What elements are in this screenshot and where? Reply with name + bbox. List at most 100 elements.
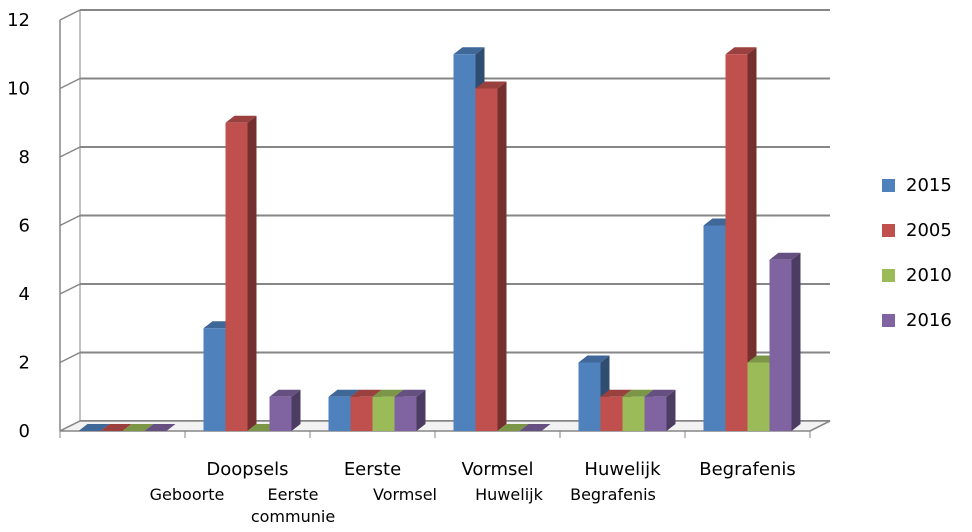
bar-top (394, 389, 426, 397)
x-secondary-label: communie (251, 507, 335, 526)
bar-front (725, 54, 748, 431)
x-secondary-label: Huwelijk (475, 485, 543, 504)
x-tick-label: Begrafenis (699, 459, 795, 480)
y-tick-label: 12 (7, 10, 30, 31)
bar-top (328, 389, 360, 397)
x-tick-label: Huwelijk (584, 459, 661, 480)
bar-top (122, 424, 154, 431)
y-tick-label: 2 (19, 353, 30, 374)
legend: 2015 2005 2010 2016 (882, 175, 952, 331)
y-tick-label: 4 (19, 284, 30, 305)
gridline-depth (59, 214, 81, 227)
legend-label: 2005 (906, 220, 952, 241)
bar-side (291, 389, 301, 431)
bar-side (747, 47, 757, 431)
bar-front (350, 396, 373, 431)
bar-top (600, 389, 632, 397)
bar (394, 389, 426, 431)
bar-top (269, 389, 301, 397)
bar (225, 115, 257, 431)
bar-front (769, 259, 792, 431)
bar-top (644, 389, 676, 397)
bar-top (100, 424, 132, 431)
bar-front (747, 362, 770, 431)
bar-front (703, 225, 726, 431)
bar-front (328, 396, 351, 431)
x-tick-label: Eerste (344, 459, 401, 480)
legend-label: 2010 (906, 265, 952, 286)
bar-front (225, 122, 248, 431)
bar-front (453, 54, 476, 431)
gridline-depth (59, 146, 81, 158)
bar-front (203, 328, 226, 431)
bars (78, 47, 801, 431)
x-secondary-label: Geboorte (150, 485, 225, 504)
bar (78, 424, 110, 431)
bar-side (247, 115, 257, 431)
bar-top (497, 424, 529, 431)
bar-top (578, 355, 610, 363)
x-secondary-label: Begrafenis (570, 485, 656, 504)
legend-item: 2015 (882, 175, 952, 196)
bar (269, 389, 301, 431)
floor-edge (809, 420, 831, 432)
bar (519, 424, 551, 431)
y-tick-label: 6 (19, 216, 30, 237)
bar-front (372, 396, 395, 431)
bar (475, 81, 507, 431)
legend-item: 2010 (882, 265, 952, 286)
bar-front (644, 396, 667, 431)
bar-top (453, 47, 485, 55)
bar-front (394, 396, 417, 431)
y-tick-label: 8 (19, 147, 30, 168)
gridline-depth (59, 351, 81, 364)
bar-front (622, 396, 645, 431)
bar-top (519, 424, 551, 431)
legend-label: 2015 (906, 175, 952, 196)
y-tick-labels: 0 2 4 6 8 10 12 (7, 10, 30, 442)
bar (144, 424, 176, 431)
legend-swatch (882, 224, 895, 237)
bar-front (600, 396, 623, 431)
bar (725, 47, 757, 431)
gridline-depth (59, 77, 81, 90)
legend-swatch (882, 314, 895, 327)
x-secondary-label: Vormsel (373, 485, 437, 504)
bar (497, 424, 529, 431)
bar (122, 424, 154, 431)
bar-front (578, 362, 601, 431)
gridline-depth (59, 9, 81, 21)
bar-top (372, 389, 404, 397)
bar-front (475, 88, 498, 431)
x-secondary-label: Eerste (268, 485, 319, 504)
bar (769, 252, 801, 431)
bar-top (78, 424, 110, 431)
bar-top (475, 81, 507, 89)
y-tick-label: 10 (7, 79, 30, 100)
bar-top (144, 424, 176, 431)
bar-side (416, 389, 426, 431)
legend-swatch (882, 179, 895, 192)
bar-top (350, 389, 382, 397)
legend-swatch (882, 269, 895, 282)
x-tick-label: Doopsels (206, 459, 288, 480)
bar-side (497, 81, 507, 431)
bar-side (791, 252, 801, 431)
bar-top (769, 252, 801, 260)
bar (100, 424, 132, 431)
bar-top (725, 47, 757, 55)
gridline-depth (59, 283, 81, 295)
x-tick-label: Vormsel (462, 459, 534, 480)
bar-top (225, 115, 257, 123)
legend-item: 2016 (882, 310, 952, 331)
bar (644, 389, 676, 431)
x-tick-labels: Doopsels Eerste Vormsel Huwelijk Begrafenis G… (150, 459, 796, 526)
bar (600, 389, 632, 431)
y-tick-label: 0 (19, 421, 30, 442)
bar-top (622, 389, 654, 397)
bar-front (269, 396, 292, 431)
legend-item: 2005 (882, 220, 952, 241)
legend-label: 2016 (906, 310, 952, 331)
